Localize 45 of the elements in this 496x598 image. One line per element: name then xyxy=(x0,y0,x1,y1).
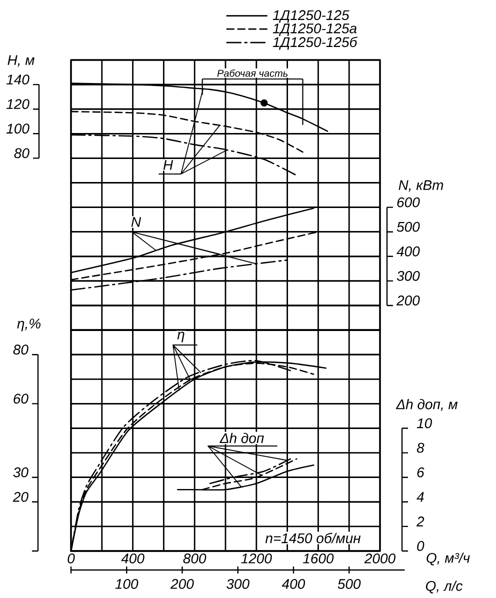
y-tick-label: 140 xyxy=(6,74,30,85)
y-tick-label: 30 xyxy=(13,467,28,478)
y-tick-label: 20 xyxy=(12,492,28,502)
annotation: n=1450 об/мин xyxy=(265,532,361,544)
y-axis-title: η,% xyxy=(17,318,40,332)
annotation: η xyxy=(177,332,184,342)
y-tick-label: 500 xyxy=(396,222,420,232)
y2-tick-label: 2 xyxy=(416,516,424,526)
x2-tick-label: 300 xyxy=(226,579,250,589)
y2-tick-label: 4 xyxy=(416,492,424,502)
y-tick-label: 60 xyxy=(14,394,28,404)
x2-tick-label: 500 xyxy=(338,579,361,589)
legend-label: 1Д1250-125 xyxy=(272,10,350,23)
x-tick-label: 0 xyxy=(68,554,75,564)
annotation: N xyxy=(131,217,142,227)
y2-tick-label: 0 xyxy=(417,541,424,551)
x2-axis-title: Q, л/с xyxy=(426,580,463,594)
y-tick-label: 80 xyxy=(13,344,28,355)
y-axis-title: H, м xyxy=(8,55,34,67)
x-tick-label: 800 xyxy=(183,554,206,564)
y-axis-title: N, кВт xyxy=(398,180,444,192)
x2-tick-label: 200 xyxy=(170,579,194,589)
x-tick-label: 1200 xyxy=(241,554,272,564)
y-tick-label: 300 xyxy=(396,270,420,281)
y-tick-label: 100 xyxy=(6,124,30,134)
annotation: H xyxy=(163,160,174,170)
x-tick-label: 2000 xyxy=(364,554,396,564)
legend-label: 1Д1250-125б xyxy=(272,36,358,50)
y2-tick-label: 10 xyxy=(416,418,432,428)
y-tick-label: 600 xyxy=(397,197,420,208)
x-axis-title: Q, м³/ч xyxy=(426,552,470,566)
y-tick-label: 400 xyxy=(396,246,420,256)
y-tick-label: 200 xyxy=(396,296,420,306)
x2-tick-label: 100 xyxy=(115,579,138,589)
y2-tick-label: 8 xyxy=(416,442,424,453)
y2-axis-title: Δh доп, м xyxy=(396,399,458,411)
annotation: Δh доп xyxy=(220,432,264,444)
y-tick-label: 120 xyxy=(6,99,30,110)
x-tick-label: 1600 xyxy=(302,554,334,564)
legend-label: 1Д1250-125а xyxy=(272,23,357,36)
x2-tick-label: 400 xyxy=(282,579,306,589)
y-tick-label: 80 xyxy=(14,148,30,158)
y2-tick-label: 6 xyxy=(417,467,424,478)
x-tick-label: 400 xyxy=(121,554,144,564)
annotation: Рабочая часть xyxy=(217,69,288,77)
